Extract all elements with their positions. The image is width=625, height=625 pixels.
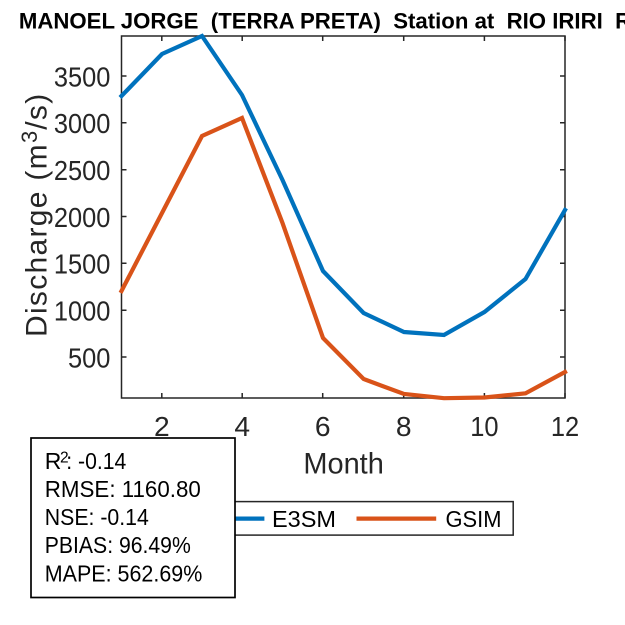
svg-text:MANOEL JORGE (TERRA PRETA) S: MANOEL JORGE (TERRA PRETA) Station at RI… bbox=[19, 8, 625, 33]
svg-text:2000: 2000 bbox=[54, 201, 111, 233]
svg-text:Discharge (m: Discharge (m bbox=[21, 143, 54, 337]
svg-text:GSIM: GSIM bbox=[446, 506, 502, 532]
svg-text:: -0.14: : -0.14 bbox=[66, 448, 126, 474]
svg-text:PBIAS: 96.49%: PBIAS: 96.49% bbox=[45, 532, 191, 558]
svg-text:3000: 3000 bbox=[54, 107, 111, 139]
svg-text:10: 10 bbox=[470, 410, 498, 442]
svg-text:1500: 1500 bbox=[54, 248, 111, 280]
svg-text:4: 4 bbox=[234, 410, 250, 442]
svg-text:1000: 1000 bbox=[54, 295, 111, 327]
svg-text:/s): /s) bbox=[21, 92, 54, 129]
svg-text:3: 3 bbox=[17, 131, 42, 143]
svg-text:2500: 2500 bbox=[54, 154, 111, 186]
svg-text:2: 2 bbox=[154, 410, 170, 442]
svg-text:8: 8 bbox=[396, 410, 412, 442]
svg-text:Month: Month bbox=[303, 448, 384, 481]
svg-text:E3SM: E3SM bbox=[272, 506, 336, 532]
svg-text:R: R bbox=[45, 448, 62, 474]
svg-text:3500: 3500 bbox=[54, 60, 111, 92]
svg-text:RMSE: 1160.80: RMSE: 1160.80 bbox=[45, 476, 201, 502]
svg-text:500: 500 bbox=[68, 341, 110, 373]
svg-text:2: 2 bbox=[60, 450, 69, 467]
svg-text:NSE: -0.14: NSE: -0.14 bbox=[45, 504, 149, 530]
svg-text:6: 6 bbox=[315, 410, 331, 442]
svg-text:MAPE: 562.69%: MAPE: 562.69% bbox=[45, 560, 203, 586]
svg-text:12: 12 bbox=[551, 410, 579, 442]
